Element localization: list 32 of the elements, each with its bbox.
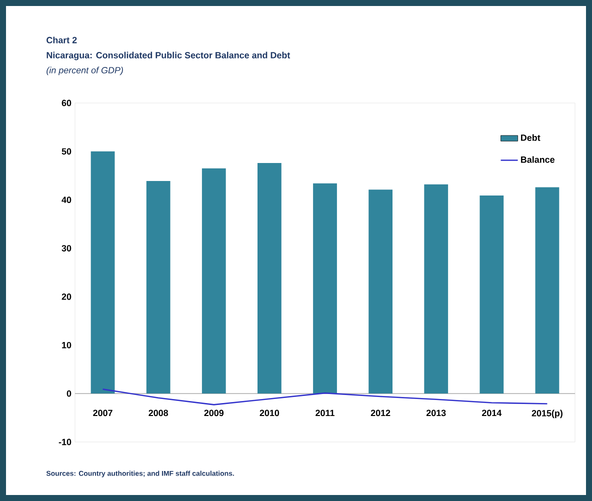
line-series [102, 388, 548, 406]
bar [90, 151, 115, 394]
bar [258, 163, 282, 394]
bar [535, 187, 560, 394]
x-tick-label: 2007 [93, 410, 112, 416]
y-tick-label: 10 [62, 342, 72, 348]
y-tick-label: -10 [58, 438, 72, 446]
bar [313, 183, 337, 394]
x-tick-label: 2012 [370, 410, 390, 416]
chart-title: Nicaragua: Consolidated Public Sector Balance and Debt [46, 52, 290, 60]
bar [424, 184, 448, 394]
x-tick-label: 2011 [316, 410, 334, 416]
caption: Chart 2 [46, 36, 77, 44]
x-tick-label: 2015(p) [532, 410, 562, 418]
bar [202, 168, 226, 394]
bar [368, 190, 393, 394]
chart-subtitle: (in percent of GDP) [46, 66, 123, 76]
x-tick-label: 2013 [426, 410, 446, 416]
x-tick-label: 2010 [260, 410, 280, 416]
y-tick-label: 30 [62, 245, 72, 252]
bar [146, 180, 170, 394]
bar [480, 195, 504, 394]
legend-label: Balance [521, 156, 555, 163]
y-tick-label: 60 [62, 100, 72, 106]
legend-label: Debt [521, 134, 540, 141]
y-tick-label: 0 [66, 390, 72, 397]
y-tick-label: 50 [62, 148, 72, 155]
y-tick-label: 20 [62, 294, 72, 300]
x-tick-label: 2009 [204, 410, 224, 416]
x-tick-label: 2014 [482, 410, 502, 416]
x-tick-label: 2008 [148, 410, 168, 416]
y-tick-label: 40 [62, 196, 72, 204]
